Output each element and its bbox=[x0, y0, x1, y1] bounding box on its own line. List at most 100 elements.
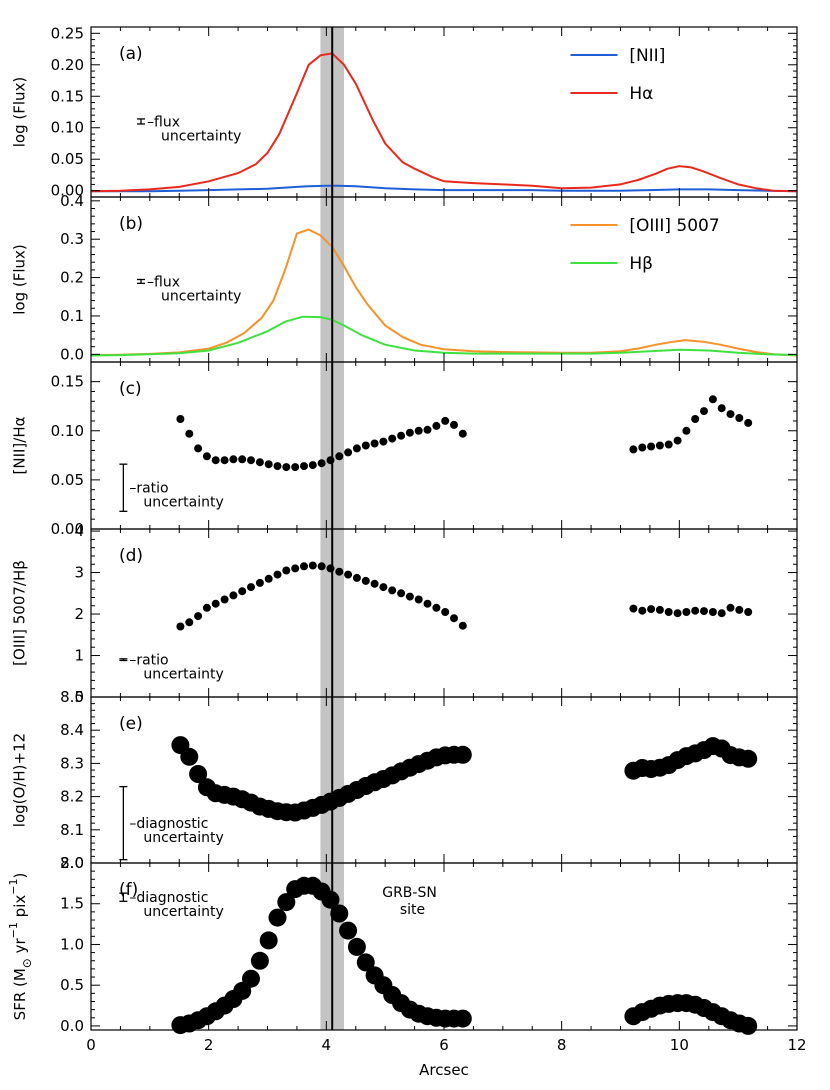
ytick-label-b: 0.1 bbox=[60, 307, 84, 325]
ytick-label-d: 0 bbox=[74, 688, 84, 706]
ytick-label-e: 8.5 bbox=[60, 688, 84, 706]
data-point-c-14 bbox=[300, 462, 308, 471]
data-point-c-4 bbox=[211, 456, 220, 465]
ytick-label-a: 0.05 bbox=[51, 150, 84, 168]
data-point-c-21 bbox=[361, 441, 370, 450]
xtick-label: 10 bbox=[670, 1036, 689, 1054]
data-point-c-45 bbox=[735, 414, 744, 422]
data-point-c-29 bbox=[432, 421, 441, 430]
data-point-d-16 bbox=[317, 562, 326, 571]
data-point-d-15 bbox=[308, 561, 317, 570]
ylabel-b: log (Flux) bbox=[11, 244, 29, 315]
ytick-label-f: 1.0 bbox=[60, 935, 84, 953]
data-point-d-9 bbox=[255, 578, 264, 587]
ytick-label-f: 0.5 bbox=[60, 976, 84, 994]
data-point-c-39 bbox=[682, 426, 691, 435]
panel-e: 8.0 8.1 8.2 8.3 8.4 8.5 (e) log(O/H)+12 –diagnos… bbox=[11, 688, 798, 872]
data-point-f-20 bbox=[347, 937, 366, 956]
series-line-a-1 bbox=[90, 52, 798, 193]
xtick-label: 0 bbox=[86, 1036, 96, 1054]
data-point-d-31 bbox=[450, 614, 458, 623]
data-point-c-30 bbox=[441, 416, 450, 425]
data-point-d-33 bbox=[629, 604, 638, 613]
data-point-d-3 bbox=[202, 603, 211, 612]
data-point-d-39 bbox=[682, 608, 691, 616]
ylabel-f: SFR (M⊙ yr−1 pix−1) bbox=[7, 873, 34, 1021]
ytick-label-e: 8.2 bbox=[60, 788, 84, 806]
data-point-c-0 bbox=[176, 415, 185, 423]
data-point-c-10 bbox=[264, 460, 273, 469]
xtick-label: 2 bbox=[204, 1036, 214, 1054]
data-point-d-29 bbox=[432, 603, 441, 612]
data-point-c-28 bbox=[423, 425, 432, 434]
data-point-d-19 bbox=[344, 570, 353, 579]
ytick-label-f: 2.0 bbox=[60, 854, 84, 872]
data-point-f-11 bbox=[268, 908, 287, 927]
uncertainty-label-2-b: uncertainty bbox=[161, 288, 241, 304]
data-point-d-24 bbox=[388, 586, 397, 595]
legend-label-b-1: Hβ bbox=[629, 254, 653, 274]
data-point-d-37 bbox=[664, 608, 673, 616]
site-label-line2: site bbox=[400, 902, 425, 918]
ytick-label-b: 0.3 bbox=[60, 230, 84, 248]
data-point-c-35 bbox=[647, 442, 656, 451]
panel-letter-b: (b) bbox=[119, 214, 143, 234]
ytick-label-a: 0.10 bbox=[51, 119, 84, 137]
data-point-d-41 bbox=[700, 607, 708, 616]
ytick-label-b: 0.4 bbox=[60, 192, 84, 210]
data-point-c-34 bbox=[638, 443, 647, 452]
uncertainty-label-2-c: uncertainty bbox=[143, 495, 223, 511]
ytick-label-f: 1.5 bbox=[60, 895, 84, 913]
ytick-label-d: 1 bbox=[74, 647, 84, 665]
data-point-c-38 bbox=[673, 436, 682, 445]
data-point-c-18 bbox=[335, 452, 344, 461]
data-point-c-23 bbox=[379, 437, 388, 446]
data-point-c-43 bbox=[717, 404, 726, 413]
data-point-d-12 bbox=[282, 566, 291, 575]
data-point-c-13 bbox=[291, 463, 300, 472]
data-point-d-38 bbox=[673, 609, 682, 618]
data-point-d-45 bbox=[735, 605, 744, 614]
data-point-c-7 bbox=[238, 455, 247, 464]
panel-letter-e: (e) bbox=[119, 714, 143, 734]
data-point-e-1 bbox=[180, 747, 199, 766]
data-point-c-31 bbox=[450, 420, 458, 429]
panel-b: 0.0 0.1 0.2 0.3 0.4 (b) log (Flux) [OIII] 5007 H… bbox=[11, 192, 798, 363]
data-point-d-46 bbox=[744, 608, 753, 616]
data-point-c-19 bbox=[344, 448, 353, 457]
data-point-c-20 bbox=[352, 444, 361, 453]
data-point-c-26 bbox=[405, 428, 414, 437]
data-point-e-2 bbox=[189, 765, 208, 783]
ytick-label-e: 8.0 bbox=[60, 854, 84, 872]
ylabel-e: log(O/H)+12 bbox=[11, 733, 29, 827]
uncertainty-label-d: –ratio bbox=[129, 653, 168, 669]
data-point-c-6 bbox=[229, 455, 238, 464]
ytick-label-c: 0.10 bbox=[51, 422, 84, 440]
data-point-c-42 bbox=[708, 395, 717, 404]
data-point-f-17 bbox=[321, 890, 340, 909]
ytick-label-e: 8.3 bbox=[60, 754, 84, 772]
data-point-d-0 bbox=[176, 622, 185, 631]
data-point-c-22 bbox=[370, 439, 379, 448]
data-point-c-3 bbox=[202, 452, 211, 461]
ylabel-c: [NII]/Hα bbox=[11, 416, 29, 474]
data-point-d-27 bbox=[414, 595, 423, 604]
data-point-d-7 bbox=[238, 587, 247, 596]
panel-letter-c: (c) bbox=[119, 379, 142, 399]
ytick-label-b: 0.0 bbox=[60, 345, 84, 363]
data-point-d-5 bbox=[220, 595, 229, 604]
legend-label-a-1: Hα bbox=[629, 84, 653, 104]
uncertainty-label-2-e: uncertainty bbox=[143, 830, 223, 846]
data-point-d-21 bbox=[361, 576, 370, 585]
xtick-label: 12 bbox=[787, 1036, 806, 1054]
ylabel-a: log (Flux) bbox=[11, 77, 29, 148]
data-point-f-18 bbox=[330, 904, 349, 923]
x-axis-label: Arcsec bbox=[419, 1061, 469, 1079]
data-point-c-9 bbox=[255, 458, 264, 467]
data-point-d-18 bbox=[335, 567, 344, 576]
data-point-c-25 bbox=[397, 431, 406, 440]
data-point-d-10 bbox=[264, 574, 273, 583]
data-point-d-20 bbox=[352, 573, 361, 582]
data-point-c-24 bbox=[388, 434, 397, 443]
